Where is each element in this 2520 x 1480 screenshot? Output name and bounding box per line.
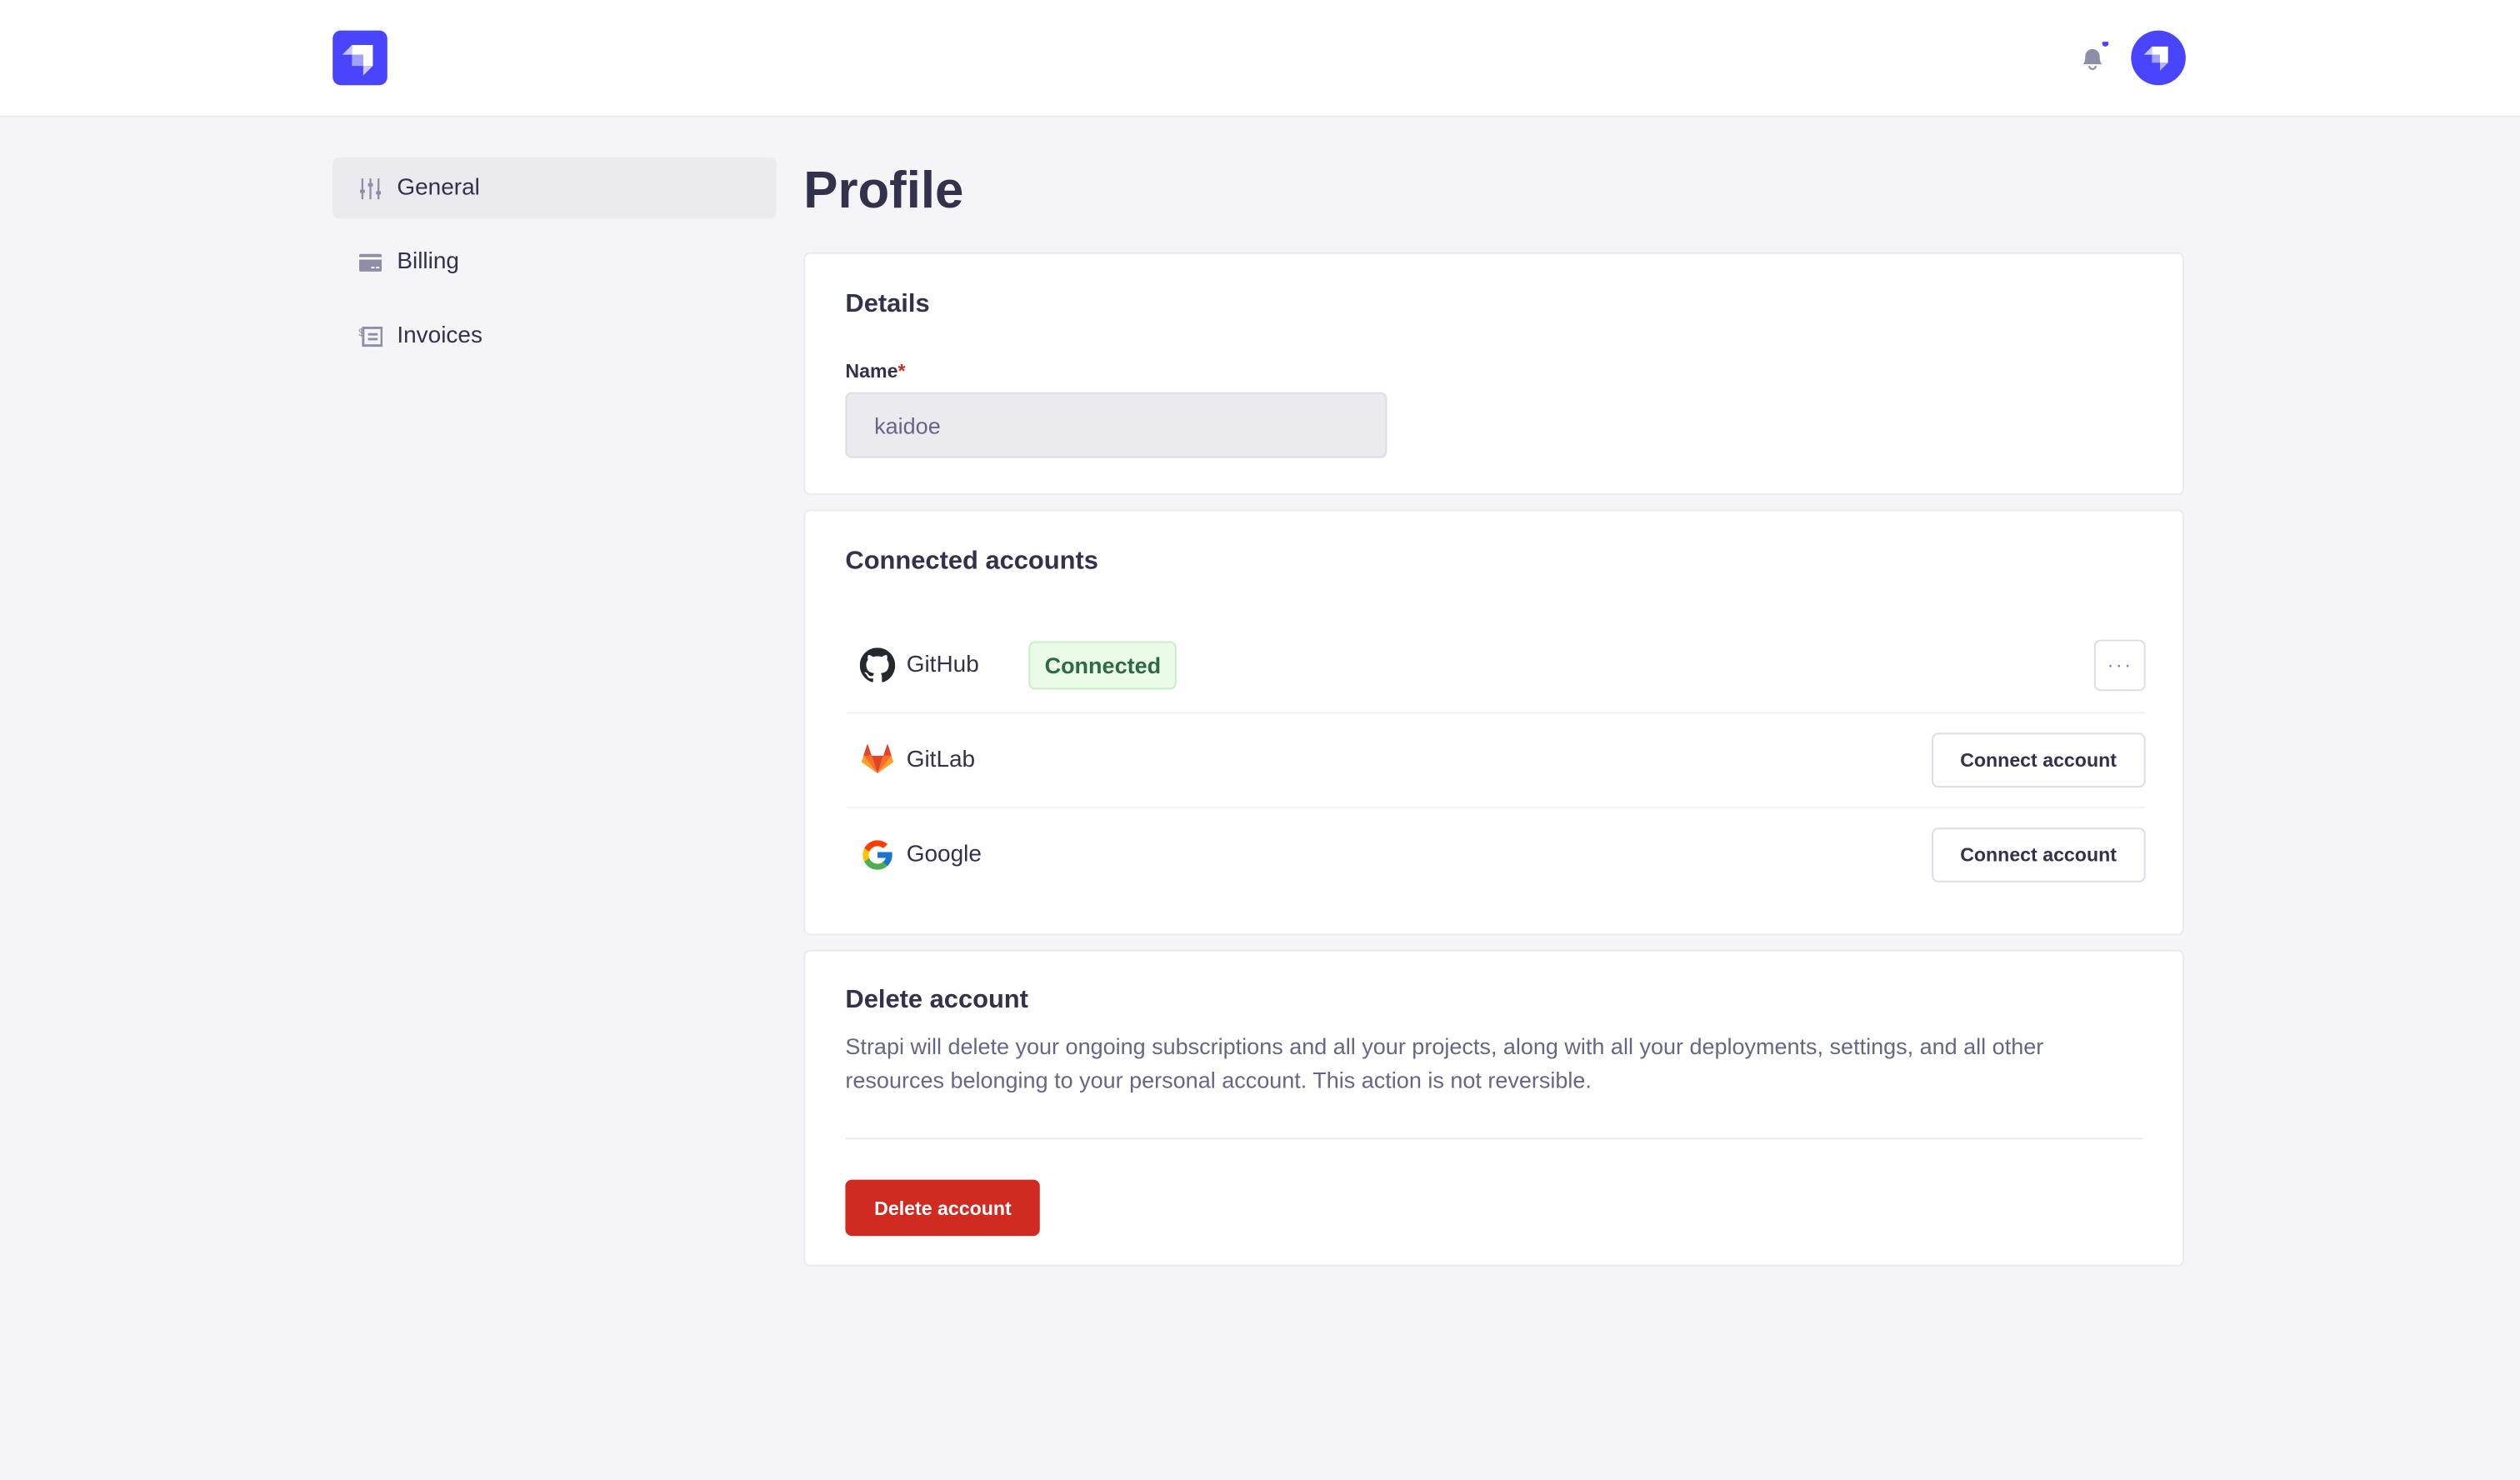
github-icon — [859, 647, 896, 682]
sidebar: General Billing $ Invoices — [332, 157, 777, 379]
connected-accounts-card: Connected accounts GitHub Connected ··· … — [803, 509, 2184, 936]
name-label: Name* — [845, 359, 906, 382]
account-row-github: GitHub Connected ··· — [847, 618, 2146, 714]
connected-accounts-title: Connected accounts — [845, 548, 1098, 576]
connect-google-button[interactable]: Connect account — [1931, 827, 2146, 882]
delete-account-title: Delete account — [845, 987, 1028, 1014]
account-row-google: Google Connect account — [847, 807, 2146, 902]
notification-bell-icon[interactable] — [2077, 40, 2109, 74]
strapi-logo[interactable] — [332, 30, 388, 86]
more-options-button[interactable]: ··· — [2093, 638, 2146, 691]
google-icon — [862, 839, 892, 869]
connected-status-badge: Connected — [1028, 640, 1178, 689]
details-card: Details Name* kaidoe — [803, 252, 2184, 495]
sliders-icon — [359, 178, 382, 199]
account-name: GitLab — [906, 746, 976, 772]
delete-account-card: Delete account Strapi will delete your o… — [803, 949, 2184, 1267]
account-row-gitlab: GitLab Connect account — [847, 712, 2146, 809]
details-title: Details — [845, 291, 930, 318]
notification-dot — [2102, 40, 2109, 47]
sidebar-item-label: General — [397, 175, 480, 202]
svg-text:$: $ — [358, 328, 364, 338]
top-bar — [0, 0, 2520, 118]
gitlab-icon — [862, 743, 893, 773]
sidebar-item-label: Invoices — [397, 322, 482, 349]
page-title: Profile — [803, 160, 964, 219]
name-input[interactable]: kaidoe — [845, 392, 1388, 458]
account-name: GitHub — [906, 652, 979, 678]
invoice-icon: $ — [358, 326, 382, 347]
delete-account-description: Strapi will delete your ongoing subscrip… — [845, 1033, 2044, 1093]
credit-card-icon — [359, 252, 382, 271]
divider — [845, 1138, 2142, 1140]
sidebar-item-invoices[interactable]: $ Invoices — [332, 305, 776, 366]
delete-account-button[interactable]: Delete account — [845, 1179, 1041, 1237]
sidebar-item-billing[interactable]: Billing — [332, 232, 776, 292]
sidebar-item-label: Billing — [397, 248, 459, 275]
connect-gitlab-button[interactable]: Connect account — [1931, 732, 2146, 788]
account-name: Google — [906, 841, 982, 868]
user-avatar[interactable] — [2131, 30, 2186, 86]
sidebar-item-general[interactable]: General — [332, 157, 777, 219]
